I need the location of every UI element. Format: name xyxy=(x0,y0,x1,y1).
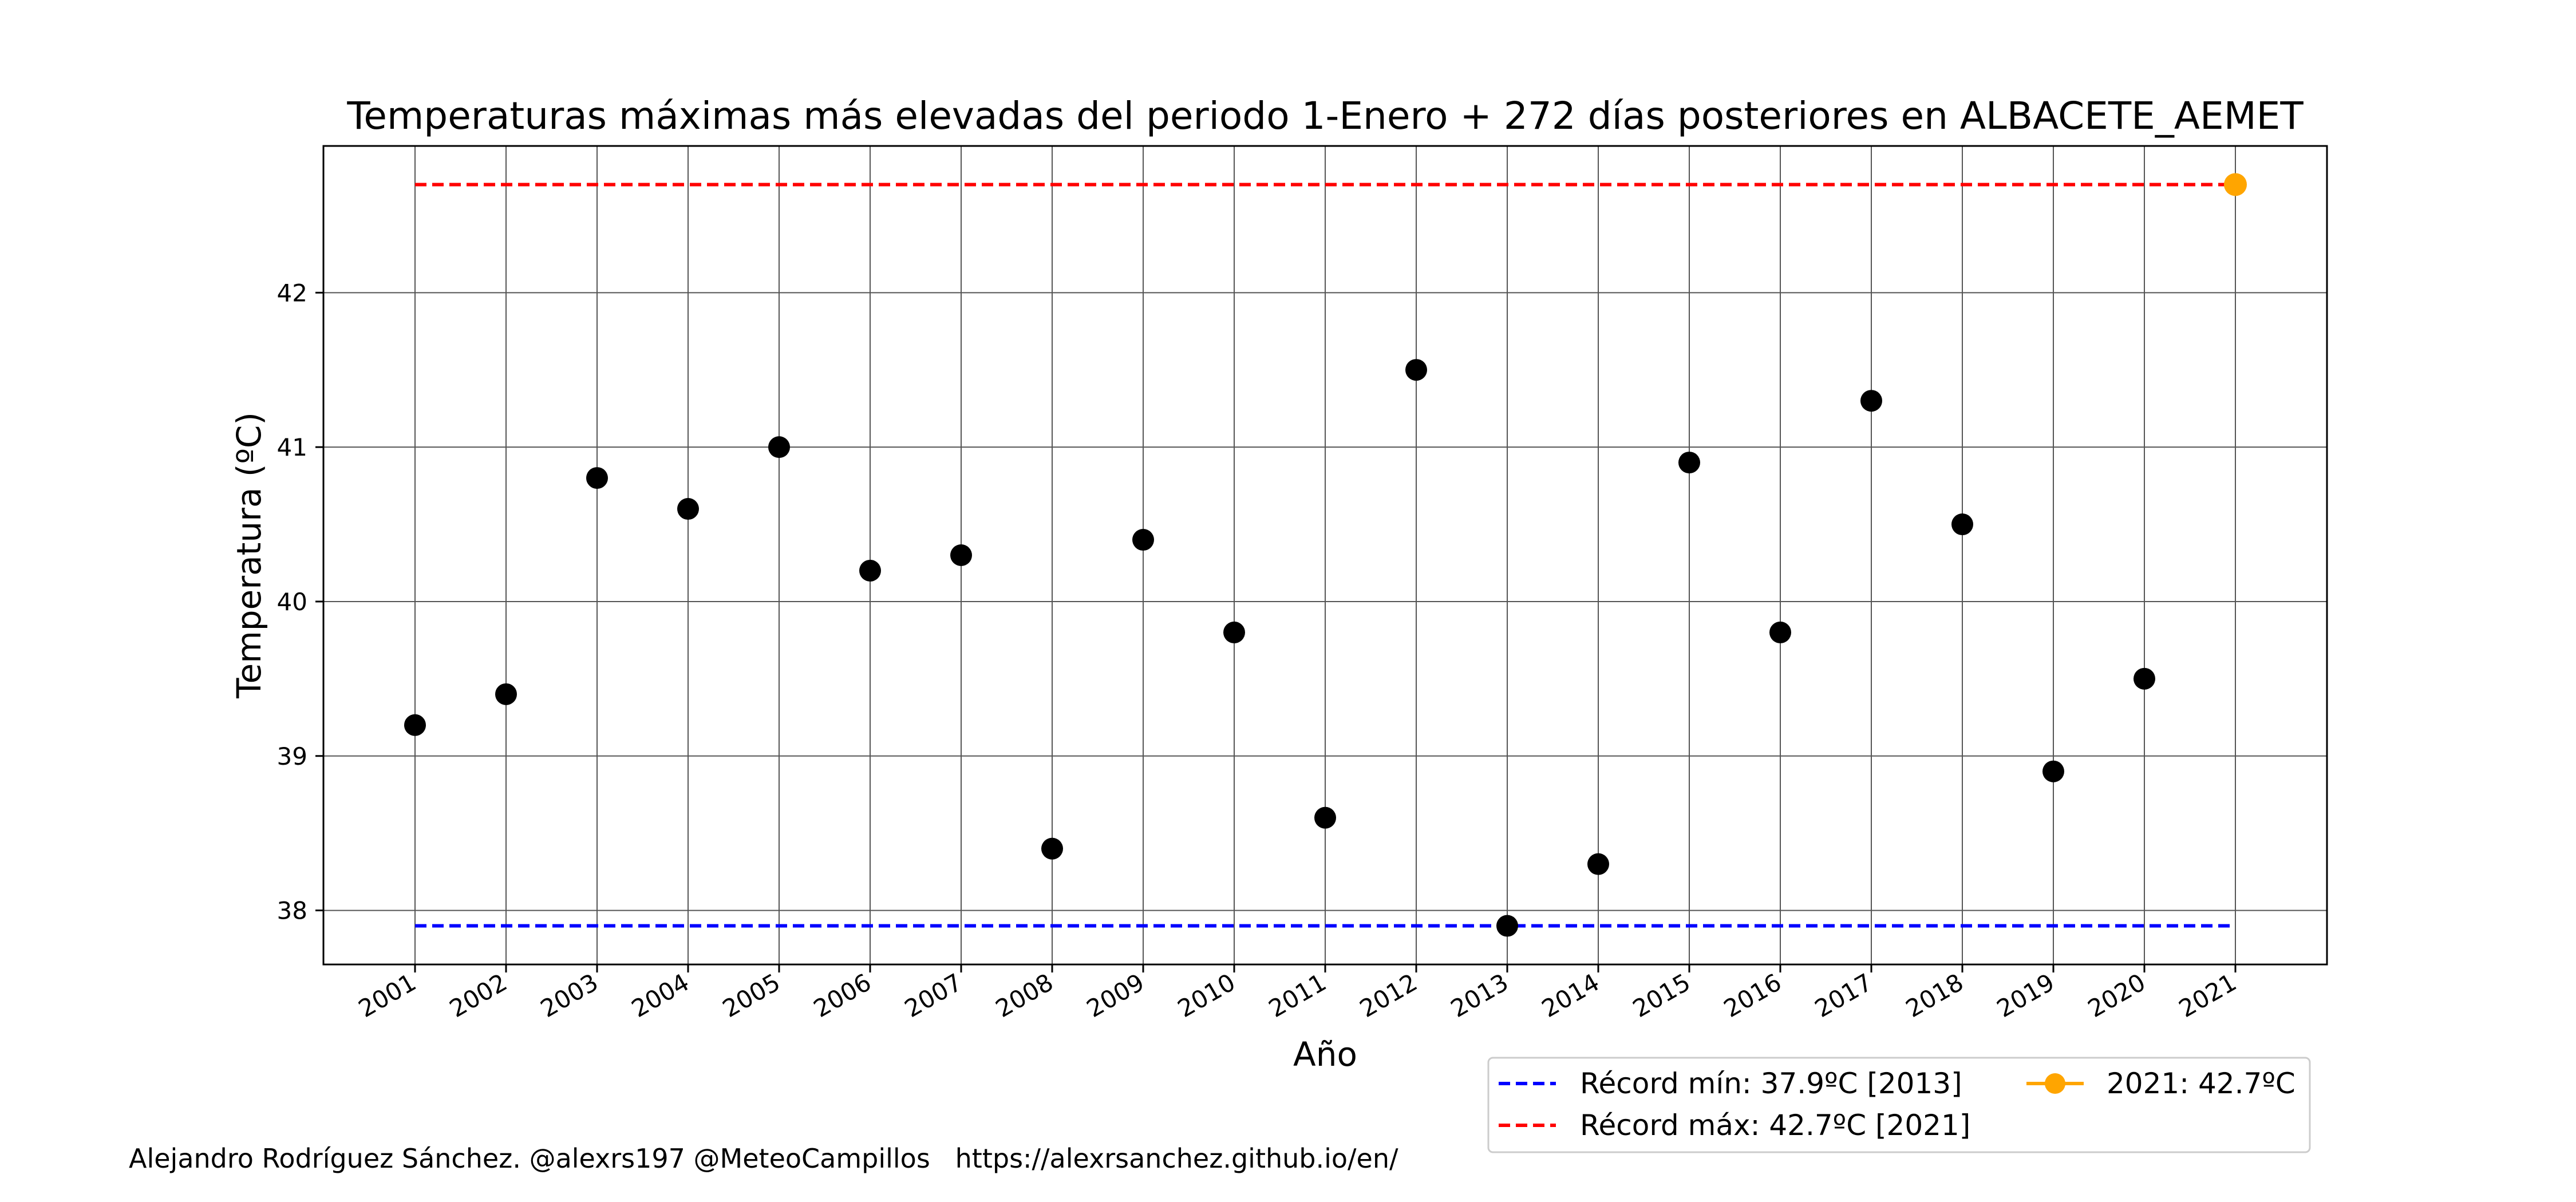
data-point xyxy=(1951,513,1973,536)
data-point xyxy=(495,683,517,705)
data-point xyxy=(1314,806,1336,829)
y-tick-label: 41 xyxy=(277,433,307,461)
data-point xyxy=(1587,853,1609,875)
data-point xyxy=(2042,760,2064,782)
legend-marker-2021 xyxy=(2045,1073,2065,1094)
x-tick-label: 2014 xyxy=(1537,968,1604,1023)
x-tick-label: 2004 xyxy=(627,968,694,1023)
x-axis-ticks: 2001 2002 2003 2004 2005 2006 2007 2008 2009 2010… xyxy=(354,964,2241,1023)
data-point xyxy=(1860,390,1882,412)
x-tick-label: 2005 xyxy=(718,968,785,1023)
x-tick-label: 2013 xyxy=(1446,968,1513,1023)
data-points xyxy=(404,173,2247,937)
data-point xyxy=(859,559,881,582)
data-point xyxy=(1223,621,1245,643)
x-tick-label: 2007 xyxy=(900,968,967,1023)
data-point xyxy=(950,544,972,566)
x-tick-label: 2006 xyxy=(809,968,876,1023)
x-tick-label: 2009 xyxy=(1082,968,1149,1023)
grid-lines xyxy=(323,146,2327,964)
y-axis-label: Temperatura (ºC) xyxy=(230,412,268,699)
data-point xyxy=(1678,452,1700,474)
reference-lines xyxy=(415,183,2235,928)
legend: Récord mín: 37.9ºC [2013] Récord máx: 42… xyxy=(1487,1057,2311,1153)
data-point-2021 xyxy=(2224,173,2247,196)
data-point xyxy=(677,498,699,520)
x-tick-label: 2020 xyxy=(2083,968,2150,1023)
legend-box xyxy=(1487,1057,2311,1153)
x-tick-label: 2017 xyxy=(1810,968,1877,1023)
chart-title: Temperaturas máximas más elevadas del pe… xyxy=(346,94,2304,138)
data-point xyxy=(1132,529,1154,551)
x-tick-label: 2015 xyxy=(1628,968,1695,1023)
x-tick-label: 2018 xyxy=(1901,968,1968,1023)
credit-text: Alejandro Rodríguez Sánchez. @alexrs197 … xyxy=(129,1143,1398,1174)
x-tick-label: 2011 xyxy=(1264,968,1331,1023)
x-tick-label: 2008 xyxy=(991,968,1058,1023)
legend-label-min: Récord mín: 37.9ºC [2013] xyxy=(1580,1067,1962,1100)
x-tick-label: 2002 xyxy=(445,968,512,1023)
legend-label-2021: 2021: 42.7ºC xyxy=(2107,1067,2296,1100)
data-point xyxy=(586,467,608,489)
x-tick-label: 2021 xyxy=(2174,968,2241,1023)
data-point xyxy=(404,714,426,736)
legend-label-max: Récord máx: 42.7ºC [2021] xyxy=(1580,1109,1970,1142)
x-tick-label: 2012 xyxy=(1355,968,1422,1023)
y-tick-label: 38 xyxy=(277,897,307,925)
y-tick-label: 40 xyxy=(277,588,307,616)
x-tick-label: 2001 xyxy=(354,968,421,1023)
y-axis-ticks: 38 39 40 41 42 xyxy=(277,279,323,925)
data-point xyxy=(768,436,790,458)
x-tick-label: 2016 xyxy=(1719,968,1786,1023)
x-tick-label: 2010 xyxy=(1173,968,1240,1023)
x-axis-label: Año xyxy=(1293,1035,1357,1074)
data-point xyxy=(1769,621,1791,643)
data-point xyxy=(2134,667,2155,690)
y-tick-label: 42 xyxy=(277,279,307,307)
data-point xyxy=(1405,359,1427,381)
data-point xyxy=(1041,837,1063,860)
x-tick-label: 2019 xyxy=(1992,968,2059,1023)
y-tick-label: 39 xyxy=(277,742,307,770)
data-point xyxy=(1496,915,1518,937)
x-tick-label: 2003 xyxy=(536,968,603,1023)
